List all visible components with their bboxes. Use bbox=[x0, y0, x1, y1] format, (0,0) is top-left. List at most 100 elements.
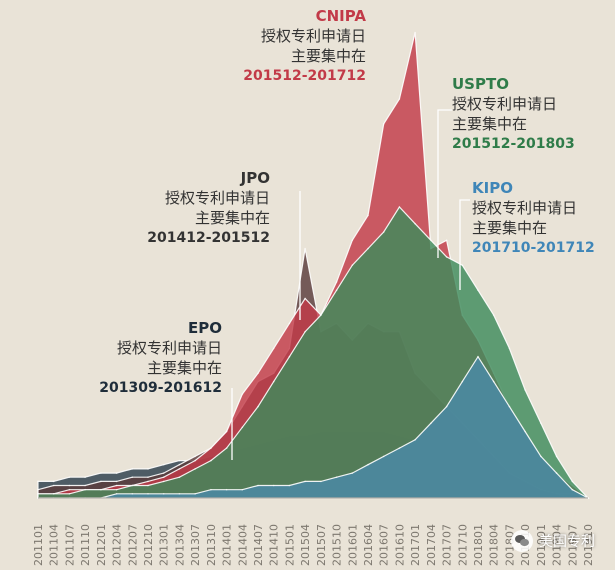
data-point-cnipa bbox=[288, 322, 291, 325]
data-point-uspto bbox=[571, 480, 574, 483]
data-point-jpo bbox=[52, 484, 55, 487]
data-point-uspto bbox=[100, 488, 102, 491]
data-point-uspto bbox=[68, 493, 71, 495]
x-tick-label: 201104 bbox=[48, 524, 61, 566]
x-tick-label: 201510 bbox=[331, 524, 344, 566]
data-point-jpo bbox=[68, 484, 71, 487]
annotation-line1: 授权专利申请日 bbox=[472, 199, 578, 217]
data-point-uspto bbox=[194, 468, 196, 470]
x-tick-label: 201601 bbox=[346, 524, 359, 566]
x-tick-label: 201101 bbox=[32, 524, 45, 566]
data-point-kipo bbox=[194, 493, 196, 495]
data-point-kipo bbox=[210, 488, 212, 491]
data-point-uspto bbox=[414, 222, 416, 225]
x-tick-label: 201110 bbox=[79, 524, 92, 566]
data-point-uspto bbox=[398, 206, 401, 208]
data-point-kipo bbox=[382, 455, 385, 458]
data-point-cnipa bbox=[304, 297, 306, 300]
data-point-cnipa bbox=[445, 239, 448, 242]
data-point-uspto bbox=[382, 231, 385, 233]
data-point-jpo bbox=[147, 476, 149, 479]
data-point-kipo bbox=[351, 472, 354, 474]
x-tick-label: 201307 bbox=[189, 524, 202, 566]
data-point-uspto bbox=[225, 447, 228, 449]
x-tick-label: 201301 bbox=[158, 524, 171, 566]
data-point-kipo bbox=[461, 380, 464, 383]
x-tick-label: 201507 bbox=[315, 524, 328, 566]
data-point-cnipa bbox=[398, 98, 401, 100]
data-point-uspto bbox=[210, 459, 212, 462]
x-tick-label: 201607 bbox=[378, 524, 391, 566]
annotation-range: 201412-201512 bbox=[147, 230, 270, 246]
annotation-jpo: JPO 授权专利申请日 主要集中在 201412-201512 bbox=[140, 168, 270, 248]
annotation-line2: 主要集中在 bbox=[194, 209, 270, 227]
x-tick-label: 201310 bbox=[205, 524, 218, 566]
data-point-uspto bbox=[37, 493, 39, 495]
data-point-jpo bbox=[131, 476, 134, 479]
x-tick-label: 201901 bbox=[535, 524, 548, 566]
x-axis: 201101 201104 201107 201110 201201 201204 2012… bbox=[32, 524, 595, 566]
data-point-uspto bbox=[367, 247, 369, 250]
x-tick-label: 201210 bbox=[142, 524, 155, 566]
x-tick-label: 201107 bbox=[63, 524, 76, 566]
data-point-uspto bbox=[257, 405, 259, 408]
data-point-cnipa bbox=[382, 123, 385, 125]
annotation-leader-line bbox=[437, 109, 452, 258]
data-point-uspto bbox=[162, 480, 165, 483]
data-point-epo bbox=[178, 459, 181, 462]
data-point-uspto bbox=[351, 264, 354, 267]
data-point-kipo bbox=[241, 488, 244, 491]
x-tick-label: 201707 bbox=[441, 524, 454, 566]
data-point-uspto bbox=[272, 380, 275, 383]
data-point-kipo bbox=[571, 488, 574, 491]
x-tick-label: 201907 bbox=[566, 524, 579, 566]
annotation-kipo: KIPO 授权专利申请日 主要集中在 201710-201712 bbox=[472, 178, 612, 258]
data-point-uspto bbox=[84, 488, 86, 491]
data-point-epo bbox=[68, 476, 71, 479]
annotation-office: CNIPA bbox=[315, 7, 366, 25]
data-point-jpo bbox=[37, 488, 39, 491]
data-point-cnipa bbox=[115, 484, 118, 487]
data-point-epo bbox=[147, 468, 149, 470]
annotation-range: 201309-201612 bbox=[99, 380, 222, 396]
data-point-uspto bbox=[524, 389, 526, 391]
x-tick-label: 201201 bbox=[95, 524, 108, 566]
annotation-line2: 主要集中在 bbox=[472, 219, 548, 237]
data-point-jpo bbox=[100, 480, 102, 483]
data-point-cnipa bbox=[178, 468, 181, 470]
annotation-range: 201710-201712 bbox=[472, 240, 595, 256]
data-point-cnipa bbox=[272, 347, 275, 350]
data-point-kipo bbox=[414, 439, 416, 441]
data-point-jpo bbox=[304, 247, 306, 250]
data-point-cnipa bbox=[162, 476, 165, 479]
data-point-uspto bbox=[461, 264, 464, 267]
data-point-kipo bbox=[178, 493, 181, 495]
data-point-jpo bbox=[84, 484, 86, 487]
x-tick-label: 201404 bbox=[236, 524, 249, 566]
data-point-uspto bbox=[508, 347, 511, 350]
data-point-kipo bbox=[115, 493, 118, 495]
data-point-cnipa bbox=[194, 459, 196, 462]
annotation-line1: 授权专利申请日 bbox=[260, 27, 366, 45]
watermark: 美国专利 bbox=[511, 530, 595, 552]
data-point-uspto bbox=[445, 256, 448, 258]
annotation-uspto: USPTO 授权专利申请日 主要集中在 201512-201803 bbox=[452, 74, 592, 154]
watermark-text: 美国专利 bbox=[539, 534, 595, 550]
data-point-epo bbox=[100, 472, 102, 474]
data-point-cnipa bbox=[241, 393, 244, 395]
data-point-kipo bbox=[430, 422, 432, 425]
data-point-uspto bbox=[115, 488, 118, 491]
data-point-kipo bbox=[257, 484, 259, 487]
data-point-kipo bbox=[147, 493, 149, 495]
x-tick-label: 201710 bbox=[456, 524, 469, 566]
data-point-uspto bbox=[555, 455, 558, 458]
data-point-kipo bbox=[335, 476, 338, 479]
data-point-kipo bbox=[555, 472, 558, 474]
annotation-cnipa: CNIPA 授权专利申请日 主要集中在 201512-201712 bbox=[226, 6, 366, 86]
data-point-uspto bbox=[52, 493, 55, 495]
data-point-kipo bbox=[272, 484, 275, 487]
x-tick-label: 201604 bbox=[362, 524, 375, 566]
x-tick-label: 201504 bbox=[299, 524, 312, 566]
annotation-range: 201512-201803 bbox=[452, 136, 575, 152]
